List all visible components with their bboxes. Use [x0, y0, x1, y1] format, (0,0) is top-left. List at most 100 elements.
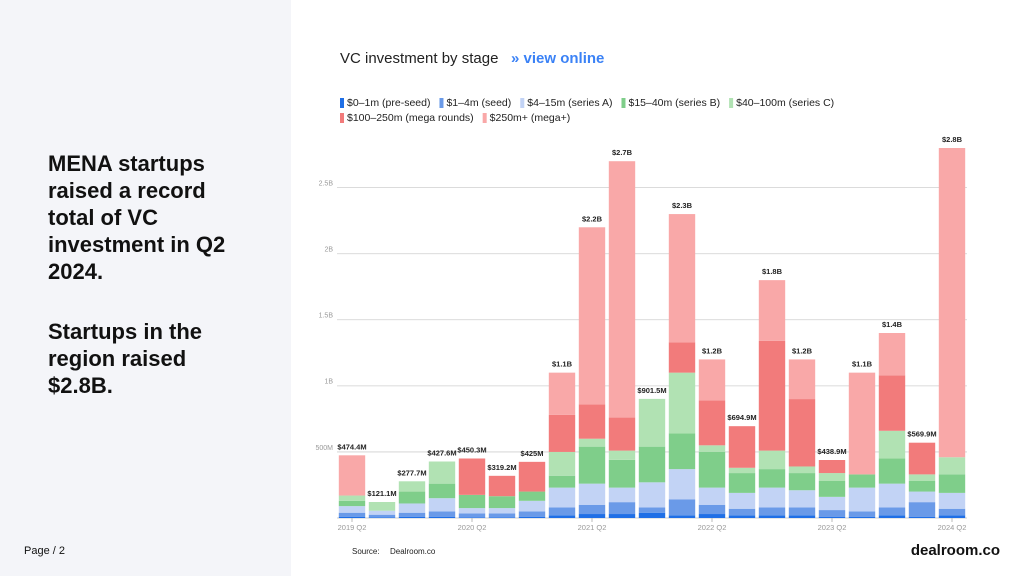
- bar-segment: [758, 487, 786, 508]
- legend-swatch: [340, 113, 344, 123]
- subline: Startups in the region raised $2.8B.: [48, 319, 203, 398]
- total-label: $1.2B: [702, 346, 723, 355]
- bar-segment: [908, 481, 936, 492]
- legend-label: $1–4m (seed): [446, 97, 511, 109]
- x-tick-label: 2021 Q2: [578, 523, 607, 532]
- bar-segment: [518, 491, 546, 501]
- bar-segment: [608, 450, 636, 460]
- bar-segment: [848, 372, 876, 475]
- bar-segment: [788, 473, 816, 491]
- bar-segment: [608, 459, 636, 488]
- bar-segment: [878, 333, 906, 376]
- legend-label: $4–15m (series A): [527, 97, 612, 109]
- total-label: $1.4B: [882, 320, 903, 329]
- bar-segment: [428, 483, 456, 499]
- legend-swatch: [340, 98, 344, 108]
- bar-segment: [788, 466, 816, 474]
- bar-segment: [488, 508, 516, 514]
- bar-segment: [788, 507, 816, 516]
- bar-segment: [338, 495, 366, 501]
- bar-segment: [818, 481, 846, 497]
- bar-segment: [338, 500, 366, 507]
- bar-segment: [458, 458, 486, 495]
- y-tick-label: 500M: [315, 445, 333, 452]
- bar-segment: [698, 445, 726, 452]
- bar-segment: [578, 404, 606, 439]
- legend-label: $15–40m (series B): [628, 97, 720, 109]
- bar-segment: [338, 506, 366, 513]
- bar-segment: [938, 492, 966, 509]
- bar-segment: [698, 514, 726, 518]
- bar-segment: [908, 502, 936, 517]
- bar-segment: [548, 414, 576, 452]
- total-label: $2.7B: [612, 148, 633, 157]
- bar-segment: [518, 500, 546, 512]
- bar-segment: [818, 516, 846, 518]
- total-label: $1.1B: [852, 360, 873, 369]
- source: Dealroom.co: [390, 547, 436, 556]
- bar-segment: [428, 461, 456, 484]
- chart-title: VC investment by stage: [340, 50, 498, 67]
- bar-segment: [758, 469, 786, 488]
- bar-segment: [788, 490, 816, 508]
- bar-segment: [938, 474, 966, 493]
- bar-segment: [758, 507, 786, 516]
- x-tick-label: 2019 Q2: [338, 523, 367, 532]
- legend-swatch: [482, 113, 487, 123]
- bar-segment: [488, 517, 516, 518]
- bar-segment: [428, 498, 456, 512]
- bar-segment: [548, 487, 576, 508]
- bar-segment: [608, 161, 636, 418]
- bar-segment: [578, 446, 606, 484]
- bar-segment: [728, 492, 756, 509]
- bar-segment: [578, 514, 606, 518]
- legend-label: $40–100m (series C): [736, 97, 834, 109]
- bar-segment: [698, 487, 726, 505]
- bar-segment: [638, 482, 666, 508]
- bar-segment: [908, 491, 936, 503]
- bar-segment: [848, 516, 876, 518]
- bar-segment: [458, 513, 486, 518]
- bar-segment: [908, 442, 936, 475]
- bar-segment: [728, 473, 756, 493]
- bar-segment: [878, 458, 906, 484]
- bar-segment: [398, 516, 426, 518]
- bar-segment: [428, 516, 456, 518]
- bar-segment: [788, 399, 816, 467]
- bar-segment: [728, 508, 756, 516]
- left-panel: [0, 0, 291, 576]
- legend-swatch: [439, 98, 444, 108]
- bar-segment: [908, 516, 936, 518]
- bar-segment: [818, 460, 846, 474]
- bar-segment: [878, 507, 906, 516]
- bar-segment: [368, 510, 396, 515]
- total-label: $427.6M: [427, 448, 456, 457]
- bar-segment: [668, 515, 696, 518]
- y-tick-label: 1B: [324, 379, 333, 386]
- bar-segment: [758, 515, 786, 518]
- total-label: $121.1M: [367, 489, 396, 498]
- bar-segment: [638, 446, 666, 483]
- legend-swatch: [520, 98, 525, 108]
- bar-segment: [578, 438, 606, 447]
- source-label: Source:: [352, 547, 380, 556]
- bar-segment: [728, 467, 756, 474]
- bar-segment: [458, 494, 486, 509]
- total-label: $2.3B: [672, 201, 693, 210]
- view-online-link[interactable]: » view online: [511, 50, 604, 67]
- bar-segment: [698, 400, 726, 446]
- bar-segment: [548, 372, 576, 415]
- bar-segment: [518, 461, 546, 492]
- bar-segment: [698, 451, 726, 488]
- bar-segment: [638, 512, 666, 518]
- y-tick-label: 2B: [324, 247, 333, 254]
- bar-segment: [338, 455, 366, 496]
- total-label: $1.2B: [792, 346, 813, 355]
- bar-segment: [548, 451, 576, 476]
- y-tick-label: 1.5B: [319, 313, 334, 320]
- bar-segment: [878, 375, 906, 431]
- bar-segment: [488, 475, 516, 497]
- bar-segment: [668, 499, 696, 516]
